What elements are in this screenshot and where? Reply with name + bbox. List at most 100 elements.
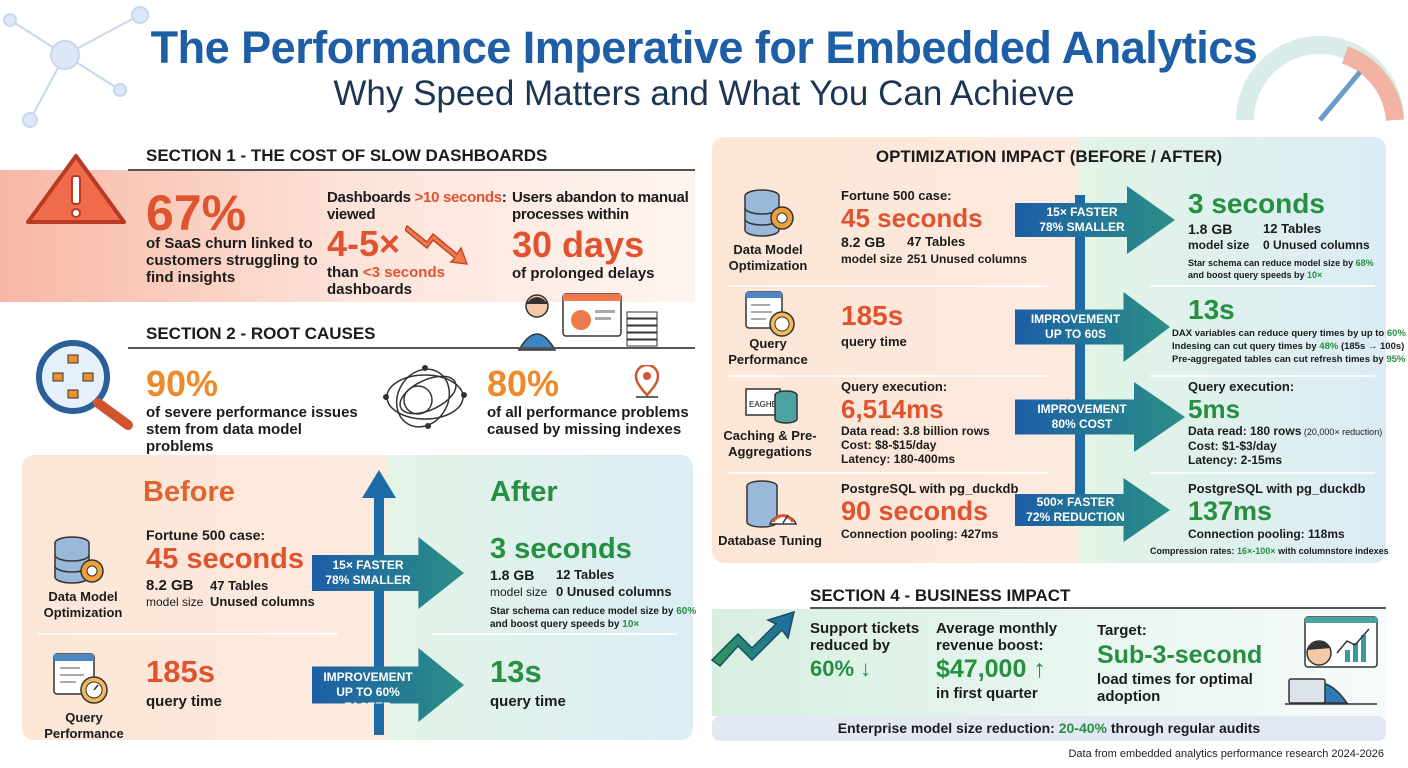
before-details: Data read: 3.8 billion rows Cost: $8-$15/… — [841, 424, 990, 466]
text-part: DAX variables can reduce query times by … — [1172, 328, 1387, 339]
divider — [432, 633, 677, 635]
source-footnote: Data from embedded analytics performance… — [1068, 748, 1384, 760]
section4-background — [712, 609, 1386, 716]
text-part: through regular audits — [1106, 720, 1261, 736]
highlight: 16×-100× — [1237, 546, 1276, 556]
detail: Data read: 180 rows — [1188, 424, 1302, 438]
dashboards-stat-text: Dashboards >10 seconds: viewed — [327, 189, 507, 223]
text-part: dashboards — [327, 281, 413, 298]
text-part: and boost query speeds by — [1188, 270, 1308, 280]
compression-note: Compression rates: 16×-100× with columns… — [1150, 545, 1389, 557]
tables-value: 12 Tables — [556, 567, 615, 582]
database-gear-icon — [744, 189, 794, 237]
query-time-label: query time — [841, 334, 907, 349]
highlight: 20-40% — [1058, 720, 1107, 736]
row-label-caching: Caching & Pre-Aggregations — [723, 428, 817, 459]
dashboards-stat-value: 4-5× — [327, 223, 401, 264]
query-time-label: query time — [490, 693, 566, 710]
detail: Latency: 180-400ms — [841, 452, 956, 466]
star-schema-note: Star schema can reduce model size by 60%… — [490, 605, 696, 631]
abandon-stat-value: 30 days — [512, 224, 645, 265]
abandon-stat-text: Users abandon to manual processes within — [512, 189, 692, 223]
model-size-value: 8.2 GB — [841, 234, 886, 250]
highlight: <3 seconds — [362, 264, 445, 281]
highlight: 10× — [1307, 270, 1323, 280]
highlight: 60% — [676, 606, 697, 617]
speedometer-decoration-icon — [1236, 36, 1404, 122]
after-detail: Connection pooling: 118ms — [1188, 527, 1345, 541]
tables-value: 47 Tables — [907, 234, 966, 249]
text-part: Users abandon to manual processes within — [512, 189, 689, 223]
divider — [728, 285, 1048, 287]
query-notes: DAX variables can reduce query times by … — [1172, 327, 1406, 366]
target-value: Sub-3-second — [1097, 641, 1263, 669]
vertical-connector — [1075, 195, 1085, 525]
query-time-label: query time — [146, 693, 222, 710]
star-schema-note: Star schema can reduce model size by 68%… — [1188, 257, 1374, 281]
text-part: : — [501, 189, 507, 206]
text-part: Pre-aggregated tables can cut refresh ti… — [1172, 354, 1387, 365]
divider — [1150, 285, 1375, 287]
datamodel-stat-text: of severe performance issues stem from d… — [146, 404, 358, 455]
tickets-stat-text: Support tickets reduced by — [810, 620, 920, 654]
revenue-stat-text: Average monthly revenue boost: — [936, 620, 1058, 654]
pre-label: Query execution: — [841, 379, 948, 394]
revenue-stat-sub: in first quarter — [936, 685, 1038, 702]
before-detail: Connection pooling: 427ms — [841, 527, 999, 541]
before-value: 45 seconds — [841, 203, 983, 233]
tables-value: 12 Tables — [1263, 221, 1322, 236]
text-part: Star schema can reduce model size by — [1188, 258, 1356, 268]
magnifier-diagram-icon — [36, 340, 133, 430]
before-value: 90 seconds — [841, 496, 989, 526]
trend-down-arrow-icon — [405, 224, 469, 265]
section4-heading: SECTION 4 - BUSINESS IMPACT — [810, 586, 1071, 605]
revenue-stat-value: $47,000 ↑ — [936, 655, 1046, 683]
page-subtitle: Why Speed Matters and What You Can Achie… — [333, 74, 1075, 113]
after-value: 13s — [490, 654, 542, 689]
frustrated-user-illustration-icon — [517, 293, 658, 351]
case-label: Fortune 500 case: — [146, 527, 266, 543]
target-sub: load times for optimal adoption — [1097, 671, 1253, 705]
text-part: Compression rates: — [1150, 546, 1238, 556]
code-stopwatch-icon — [745, 291, 795, 337]
tables-value: 47 Tables — [210, 578, 269, 593]
detail: Cost: $8-$15/day — [841, 438, 937, 452]
up-arrow-icon — [362, 470, 396, 498]
model-size-value: 8.2 GB — [146, 577, 194, 594]
cache-icon-text: EAGHE — [749, 400, 777, 409]
model-size-label: model size — [1188, 238, 1250, 252]
unused-columns-label: 251 Unused columns — [907, 252, 1028, 266]
model-size-label: model size — [490, 585, 548, 599]
pre-label: PostgreSQL with pg_duckdb — [1188, 481, 1366, 496]
optimization-heading: OPTIMIZATION IMPACT (BEFORE / AFTER) — [875, 147, 1223, 166]
highlight: >10 seconds — [414, 189, 502, 206]
after-value: 13s — [1188, 294, 1235, 325]
text-part: Star schema can reduce model size by — [490, 606, 677, 617]
model-size-value: 1.8 GB — [490, 567, 535, 583]
arrow-text: 78% SMALLER — [325, 573, 411, 587]
unused-columns-label: Unused columns — [210, 594, 315, 609]
text-part: than — [327, 264, 363, 281]
text-part: Indesing can cut query times by — [1172, 341, 1320, 352]
abandon-stat-sub: of prolonged delays — [512, 265, 655, 282]
after-details: Data read: 180 rows (20,000× reduction) C… — [1188, 424, 1382, 467]
datamodel-stat-value: 90% — [146, 363, 219, 404]
model-size-label: model size — [841, 252, 903, 266]
analyst-with-laptop-illustration-icon — [1285, 616, 1378, 705]
highlight: 10× — [622, 619, 640, 630]
text-part: with columnstore indexes — [1275, 546, 1389, 556]
row-label-database-tuning: Database Tuning — [718, 533, 822, 548]
database-gauge-icon — [746, 480, 798, 528]
detail-note: (20,000× reduction) — [1301, 427, 1383, 437]
after-value: 137ms — [1188, 496, 1273, 526]
section1-heading: SECTION 1 - THE COST OF SLOW DASHBOARDS — [146, 146, 548, 165]
after-value: 3 seconds — [1188, 188, 1325, 219]
arrow-text: 72% REDUCTION — [1026, 510, 1125, 524]
pre-label: PostgreSQL with pg_duckdb — [841, 481, 1019, 496]
model-size-label: model size — [146, 595, 204, 609]
network-decoration-icon — [3, 6, 149, 128]
model-size-banner: Enterprise model size reduction: 20-40% … — [712, 716, 1386, 741]
arrow-text: 500× FASTER — [1036, 495, 1115, 509]
divider — [728, 472, 1048, 474]
divider — [38, 633, 338, 635]
